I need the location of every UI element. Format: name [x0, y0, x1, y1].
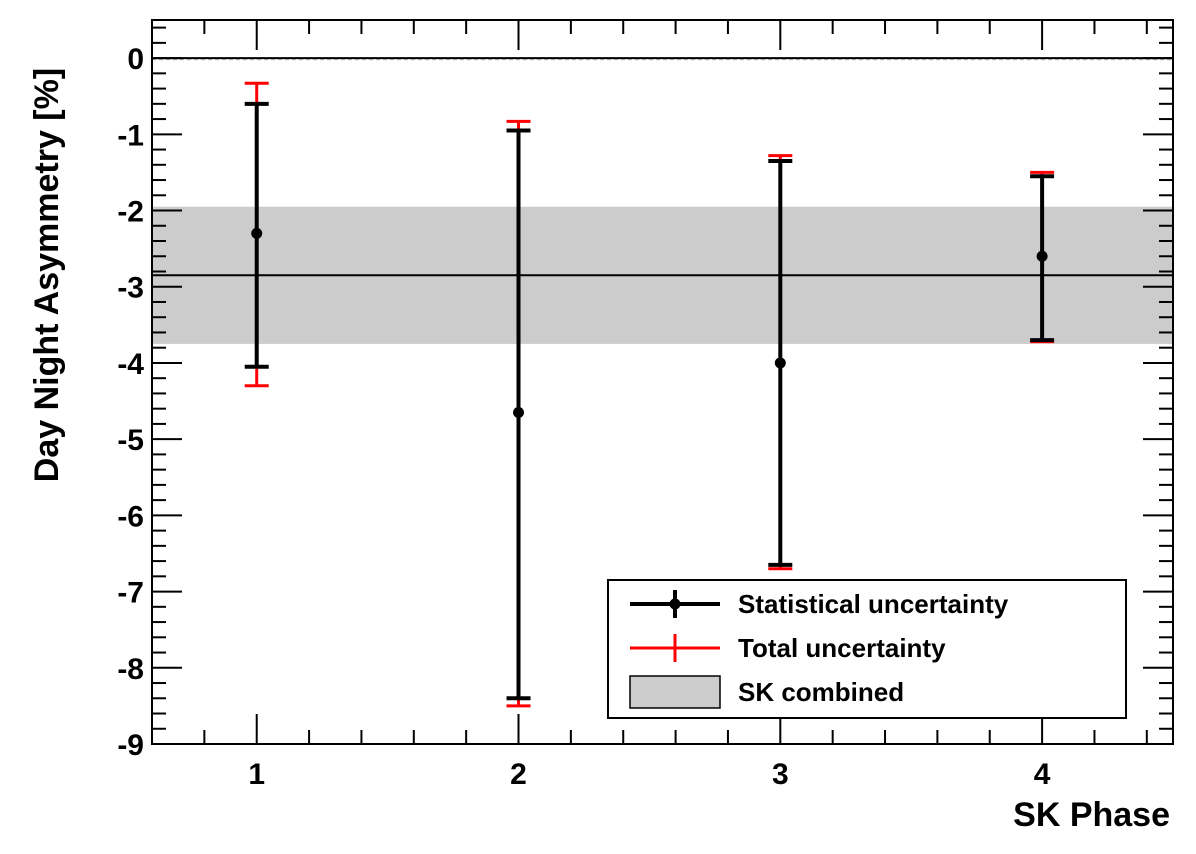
y-tick-label: -5 [117, 424, 144, 457]
reference-lines-layer [152, 57, 1173, 277]
y-tick-label: -6 [117, 500, 144, 533]
y-tick-label: -7 [117, 577, 144, 610]
y-axis-title: Day Night Asymmetry [%] [28, 68, 66, 482]
y-tick-label: -9 [117, 729, 144, 762]
x-tick-label: 1 [248, 758, 265, 791]
data-point-4 [1030, 170, 1055, 344]
y-tick-label: -1 [117, 119, 144, 152]
plot-frame [151, 19, 1174, 745]
data-point-2 [506, 119, 531, 708]
legend-label: Statistical uncertainty [738, 589, 1009, 619]
x-axis-title: SK Phase [1013, 796, 1170, 834]
data-marker [1036, 250, 1048, 262]
x-tick-label: 4 [1034, 758, 1051, 791]
y-tick-label: -4 [117, 348, 144, 381]
data-points-layer [244, 81, 1055, 708]
data-marker [251, 227, 263, 239]
x-tick-label: 2 [510, 758, 527, 791]
y-tick-label: 0 [127, 43, 144, 76]
legend-item-total: Total uncertainty [630, 633, 946, 663]
legend-item-stat: Statistical uncertainty [630, 589, 1009, 619]
data-point-1 [244, 81, 269, 388]
legend-item-band: SK combined [629, 675, 904, 709]
data-marker [774, 357, 786, 369]
y-tick-label: -3 [117, 272, 144, 305]
x-tick-label: 3 [772, 758, 789, 791]
y-tick-label: -2 [117, 196, 144, 229]
legend-band-swatch [629, 675, 721, 709]
data-marker [513, 406, 525, 418]
legend-label: Total uncertainty [738, 633, 946, 663]
y-tick-label: -8 [117, 653, 144, 686]
axes-frame-layer: 0 -1 -2 -3 -4 -5 -6 -7 -8 -9 1 2 3 4 [117, 19, 1174, 791]
legend-stat-marker [669, 598, 681, 610]
legend: Statistical uncertainty Total uncertainty… [607, 579, 1127, 719]
data-point-3 [768, 154, 793, 571]
legend-label: SK combined [738, 677, 904, 707]
